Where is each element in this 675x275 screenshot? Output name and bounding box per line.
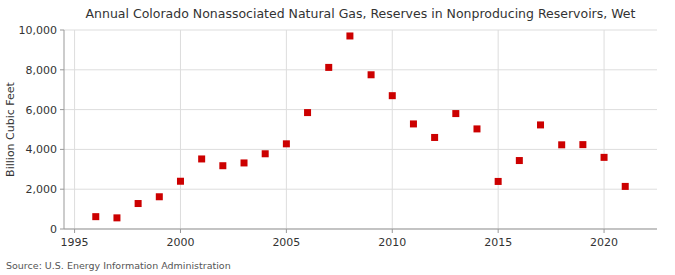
point bbox=[198, 155, 205, 162]
tick-label-x: 2015 bbox=[484, 236, 512, 249]
tick-x bbox=[604, 229, 605, 233]
grid-line-x bbox=[604, 30, 605, 229]
point bbox=[325, 64, 332, 71]
point bbox=[452, 110, 459, 117]
point bbox=[431, 134, 438, 141]
y-axis-label: Billion Cubic Feet bbox=[4, 81, 17, 176]
point bbox=[368, 71, 375, 78]
tick-x bbox=[74, 229, 75, 233]
tick-label-y: 6,000 bbox=[26, 104, 58, 117]
tick-y bbox=[60, 30, 64, 31]
tick-y bbox=[60, 229, 64, 230]
annotation: Source: U.S. Energy Information Administ… bbox=[6, 260, 231, 271]
tick-label-x: 2000 bbox=[166, 236, 194, 249]
tick-label-y: 0 bbox=[50, 223, 57, 236]
chart: 0 2,000 4,000 6,000 8,000 10,000 1995 2000 2005 2… bbox=[0, 0, 675, 275]
point bbox=[113, 214, 120, 221]
point bbox=[346, 32, 353, 39]
tick-label-y: 4,000 bbox=[26, 143, 58, 156]
point bbox=[389, 92, 396, 99]
point bbox=[156, 193, 163, 200]
point bbox=[177, 178, 184, 185]
tick-label-x: 2005 bbox=[272, 236, 300, 249]
point bbox=[92, 213, 99, 220]
point bbox=[241, 159, 248, 166]
tick-y bbox=[60, 69, 64, 70]
grid-line-y bbox=[64, 229, 657, 230]
tick-x bbox=[392, 229, 393, 233]
point bbox=[135, 200, 142, 207]
point bbox=[537, 121, 544, 128]
tick-y bbox=[60, 149, 64, 150]
tick-x bbox=[286, 229, 287, 233]
tick-x bbox=[498, 229, 499, 233]
grid-line-x bbox=[180, 30, 181, 229]
point bbox=[601, 154, 608, 161]
tick-label-x: 2020 bbox=[590, 236, 618, 249]
grid-line-y bbox=[64, 69, 657, 70]
point bbox=[262, 150, 269, 157]
point bbox=[622, 183, 629, 190]
tick-label-y: 10,000 bbox=[19, 24, 58, 37]
tick-x bbox=[180, 229, 181, 233]
point bbox=[410, 120, 417, 127]
point bbox=[495, 178, 502, 185]
tick-y bbox=[60, 189, 64, 190]
tick-y bbox=[60, 109, 64, 110]
tick-label-x: 1995 bbox=[61, 236, 89, 249]
title: Annual Colorado Nonassociated Natural Ga… bbox=[86, 6, 636, 21]
point bbox=[516, 157, 523, 164]
grid-line-y bbox=[64, 149, 657, 150]
point bbox=[579, 141, 586, 148]
point bbox=[304, 109, 311, 116]
grid-line-x bbox=[286, 30, 287, 229]
x-axis-line bbox=[64, 229, 657, 230]
grid-line-y bbox=[64, 189, 657, 190]
point bbox=[473, 125, 480, 132]
grid-line-y bbox=[64, 30, 657, 31]
point bbox=[219, 162, 226, 169]
axes: 0 2,000 4,000 6,000 8,000 10,000 1995 2000 2005 2… bbox=[19, 24, 658, 249]
grid bbox=[64, 30, 657, 229]
grid-line-y bbox=[64, 109, 657, 110]
grid-line-x bbox=[392, 30, 393, 229]
grid-line-x bbox=[74, 30, 75, 229]
grid-line-x bbox=[498, 30, 499, 229]
tick-label-x: 2010 bbox=[378, 236, 406, 249]
point bbox=[283, 140, 290, 147]
points bbox=[92, 32, 628, 221]
tick-label-y: 8,000 bbox=[26, 64, 58, 77]
tick-label-y: 2,000 bbox=[26, 183, 58, 196]
point bbox=[558, 141, 565, 148]
y-axis-line bbox=[64, 30, 65, 229]
